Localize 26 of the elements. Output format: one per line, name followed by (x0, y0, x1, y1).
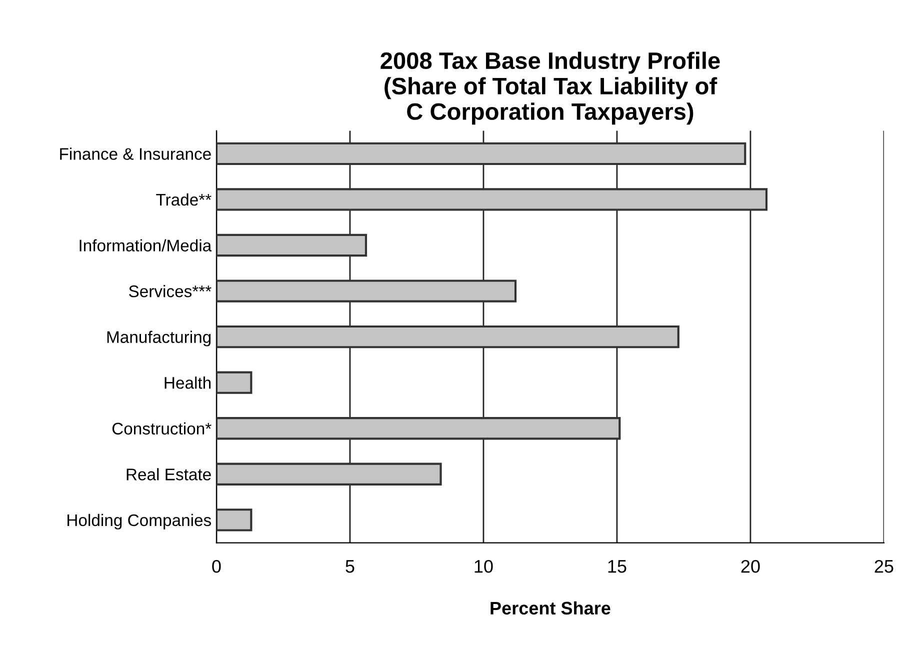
y-tick-label: Holding Companies (68, 514, 212, 530)
bar (216, 280, 517, 302)
bar (216, 417, 621, 440)
y-tick-label: Construction* (112, 422, 212, 435)
y-tick-label: Manufacturing (107, 330, 211, 346)
x-axis-title: Percent Share (490, 601, 610, 615)
chart-title: 2008 Tax Base Industry Profile (Share of Total Tax Liability of C Corporation Taxpayers) (380, 52, 720, 125)
x-tick-label: 10 (474, 560, 493, 573)
bar (216, 142, 746, 166)
x-tick-label: 25 (874, 560, 894, 573)
bar (216, 234, 368, 257)
y-tick-label: Services*** (129, 284, 212, 298)
bar (216, 325, 680, 348)
bar (216, 188, 768, 211)
x-tick-label: 5 (346, 560, 354, 573)
y-tick-label: Real Estate (126, 468, 211, 480)
bar (216, 371, 252, 394)
x-tick-label: 0 (212, 560, 221, 573)
bar (216, 462, 442, 486)
x-tick-label: 15 (608, 560, 626, 573)
bar (216, 508, 252, 532)
y-tick-label: Trade** (156, 193, 212, 206)
y-tick-label: Health (164, 376, 211, 389)
y-tick-label: Finance & Insurance (60, 148, 211, 160)
x-tick-label: 20 (741, 560, 760, 573)
y-tick-label: Information/Media (80, 239, 212, 252)
